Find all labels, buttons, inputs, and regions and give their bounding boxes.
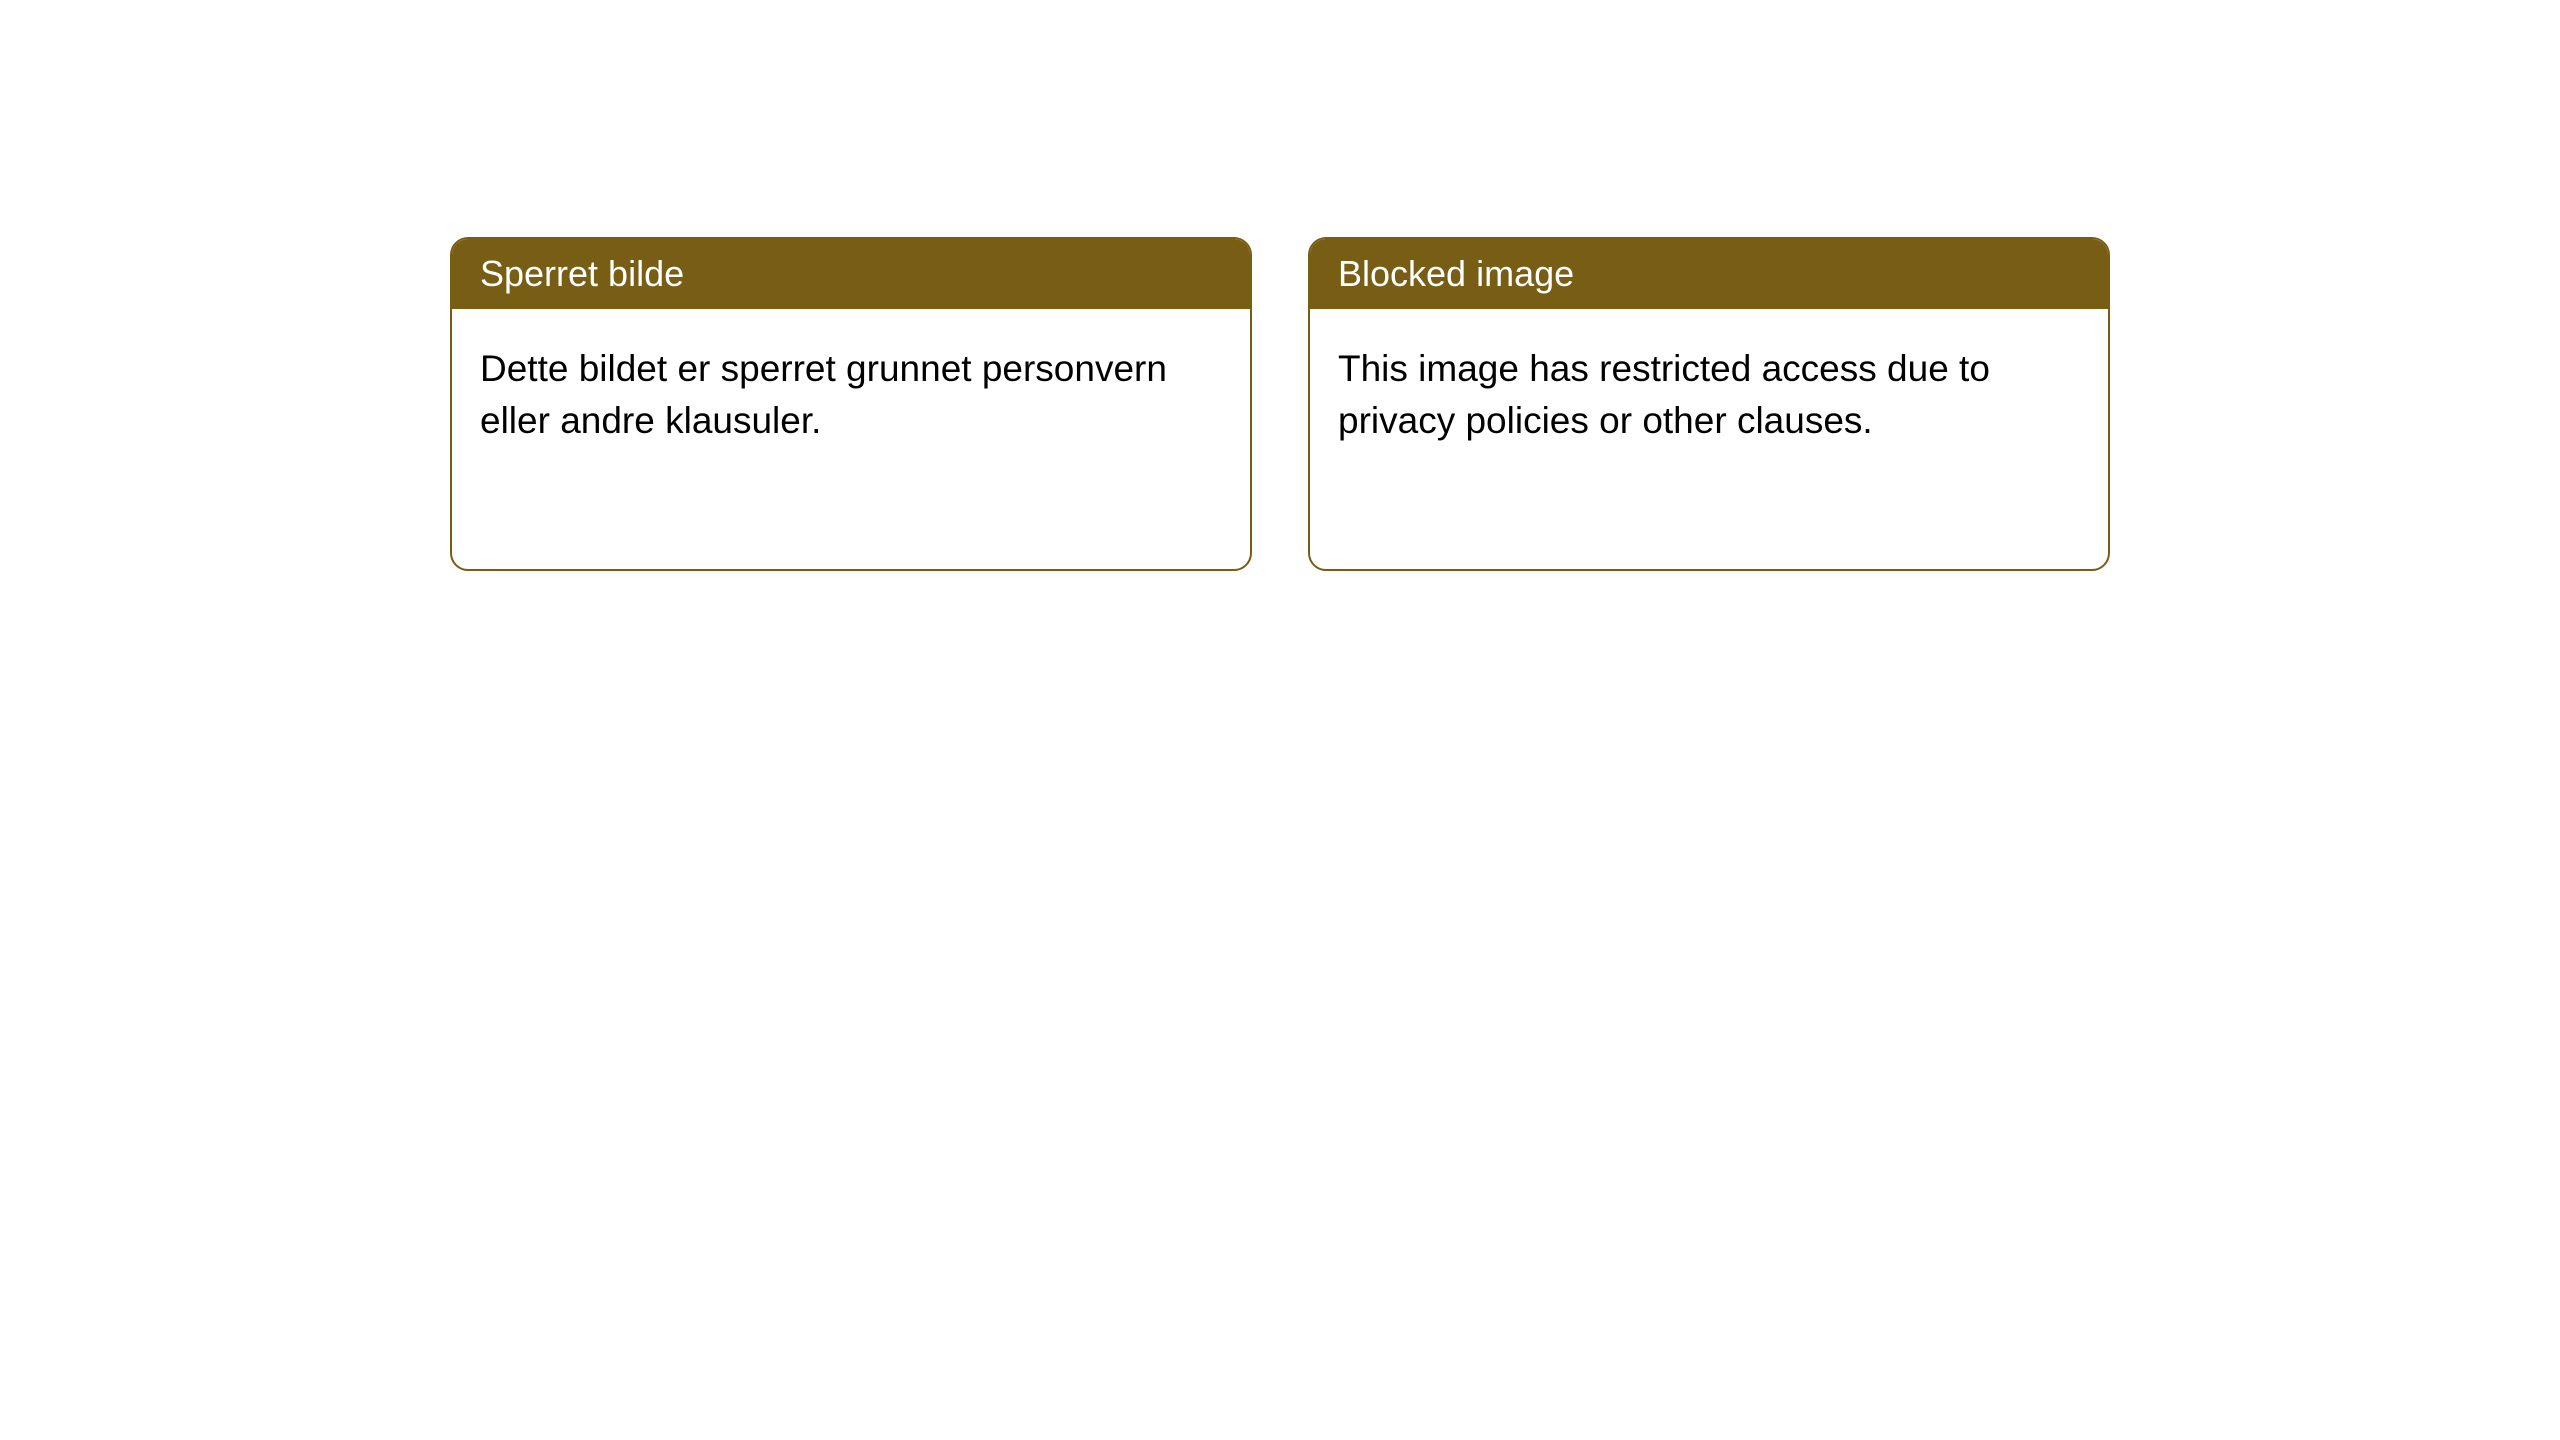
card-title: Sperret bilde	[480, 253, 684, 294]
blocked-image-card-en: Blocked image This image has restricted …	[1308, 237, 2110, 571]
card-body: This image has restricted access due to …	[1310, 309, 2108, 481]
card-header: Blocked image	[1310, 239, 2108, 309]
card-header: Sperret bilde	[452, 239, 1250, 309]
card-body-text: Dette bildet er sperret grunnet personve…	[480, 348, 1167, 441]
notice-cards-container: Sperret bilde Dette bildet er sperret gr…	[450, 237, 2110, 571]
blocked-image-card-no: Sperret bilde Dette bildet er sperret gr…	[450, 237, 1252, 571]
card-body: Dette bildet er sperret grunnet personve…	[452, 309, 1250, 481]
card-title: Blocked image	[1338, 253, 1574, 294]
card-body-text: This image has restricted access due to …	[1338, 348, 1990, 441]
